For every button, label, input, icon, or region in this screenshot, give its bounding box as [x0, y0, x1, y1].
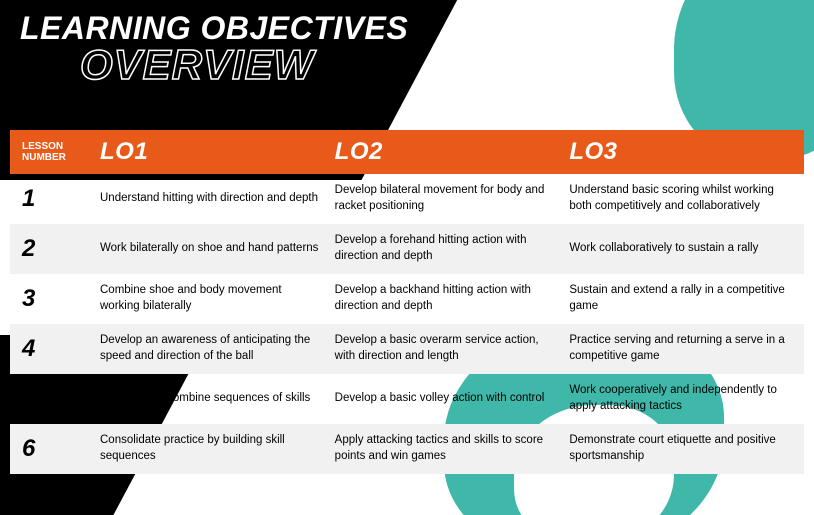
cell-lo1: Understand hitting with direction and de… [100, 183, 335, 215]
cell-lo2: Apply attacking tactics and skills to sc… [335, 425, 570, 472]
cell-lo3: Understand basic scoring whilst working … [569, 175, 804, 222]
title-block: LEARNING OBJECTIVES OVERVIEW [20, 10, 408, 89]
header-lo3: LO3 [569, 138, 804, 166]
row-number: 4 [10, 335, 100, 363]
cell-lo1: Practice and combine sequences of skills [100, 383, 335, 415]
title-line2: OVERVIEW [80, 41, 408, 89]
cell-lo2: Develop bilateral movement for body and … [335, 175, 570, 222]
cell-lo2: Develop a backhand hitting action with d… [335, 275, 570, 322]
objectives-table: LESSONNUMBER LO1 LO2 LO3 1 Understand hi… [10, 130, 804, 474]
cell-lo1: Consolidate practice by building skill s… [100, 425, 335, 472]
cell-lo1: Work bilaterally on shoe and hand patter… [100, 233, 335, 265]
cell-lo1: Combine shoe and body movement working b… [100, 275, 335, 322]
table-row: 3 Combine shoe and body movement working… [10, 274, 804, 324]
cell-lo3: Sustain and extend a rally in a competit… [569, 275, 804, 322]
row-number: 1 [10, 185, 100, 213]
cell-lo2: Develop a basic overarm service action, … [335, 325, 570, 372]
cell-lo3: Practice serving and returning a serve i… [569, 325, 804, 372]
row-number: 5 [10, 385, 100, 413]
header-lo1: LO1 [100, 138, 335, 166]
table-row: 1 Understand hitting with direction and … [10, 174, 804, 224]
cell-lo2: Develop a basic volley action with contr… [335, 383, 570, 415]
header-lesson-number: LESSONNUMBER [10, 141, 100, 163]
cell-lo3: Work cooperatively and independently to … [569, 375, 804, 422]
table-row: 6 Consolidate practice by building skill… [10, 424, 804, 474]
row-number: 2 [10, 235, 100, 263]
cell-lo3: Work collaboratively to sustain a rally [569, 233, 804, 265]
row-number: 3 [10, 285, 100, 313]
table-row: 5 Practice and combine sequences of skil… [10, 374, 804, 424]
table-row: 4 Develop an awareness of anticipating t… [10, 324, 804, 374]
header-lo2: LO2 [335, 138, 570, 166]
cell-lo2: Develop a forehand hitting action with d… [335, 225, 570, 272]
cell-lo1: Develop an awareness of anticipating the… [100, 325, 335, 372]
table-header-row: LESSONNUMBER LO1 LO2 LO3 [10, 130, 804, 174]
row-number: 6 [10, 435, 100, 463]
table-row: 2 Work bilaterally on shoe and hand patt… [10, 224, 804, 274]
cell-lo3: Demonstrate court etiquette and positive… [569, 425, 804, 472]
